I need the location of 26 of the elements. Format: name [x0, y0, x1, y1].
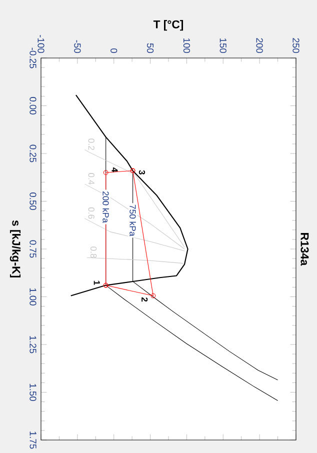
x-tick-label: 200 [256, 38, 263, 53]
text: R134a [300, 233, 309, 266]
annotation: 3 [138, 170, 146, 174]
y-axis-title: s [kJ/kg-K] [10, 220, 21, 278]
annotation: 750 kPa [130, 204, 136, 236]
y-tick-label: 1.50 [30, 384, 36, 401]
x-tick-label: -100 [38, 35, 44, 53]
y-tick-label: 1.00 [30, 288, 36, 306]
x-axis-title: T [°C] [153, 20, 184, 31]
x-tick-label: 100 [183, 38, 190, 53]
annotation: 1 [94, 280, 100, 285]
y-tick-label: 0.75 [30, 240, 36, 258]
annotation: 200 kPa [102, 192, 110, 223]
y-tick-label: 1.25 [30, 336, 36, 354]
x-tick-label: 150 [220, 38, 226, 53]
annotation: 4 [112, 167, 118, 172]
x-tick-label: 50 [146, 43, 154, 53]
annotation: 2 [142, 297, 148, 302]
y-tick-label: 0.50 [30, 192, 36, 210]
x-tick-label: 250 [292, 38, 300, 53]
y-tick-label: 1.75 [30, 432, 36, 449]
x-tick-label: 0 [110, 48, 118, 53]
y-tick-label: 0.00 [30, 97, 36, 114]
y-tick-label: 0.25 [30, 144, 36, 162]
x-tick-label: -50 [74, 40, 81, 53]
y-tick-label: -0.25 [30, 48, 36, 68]
